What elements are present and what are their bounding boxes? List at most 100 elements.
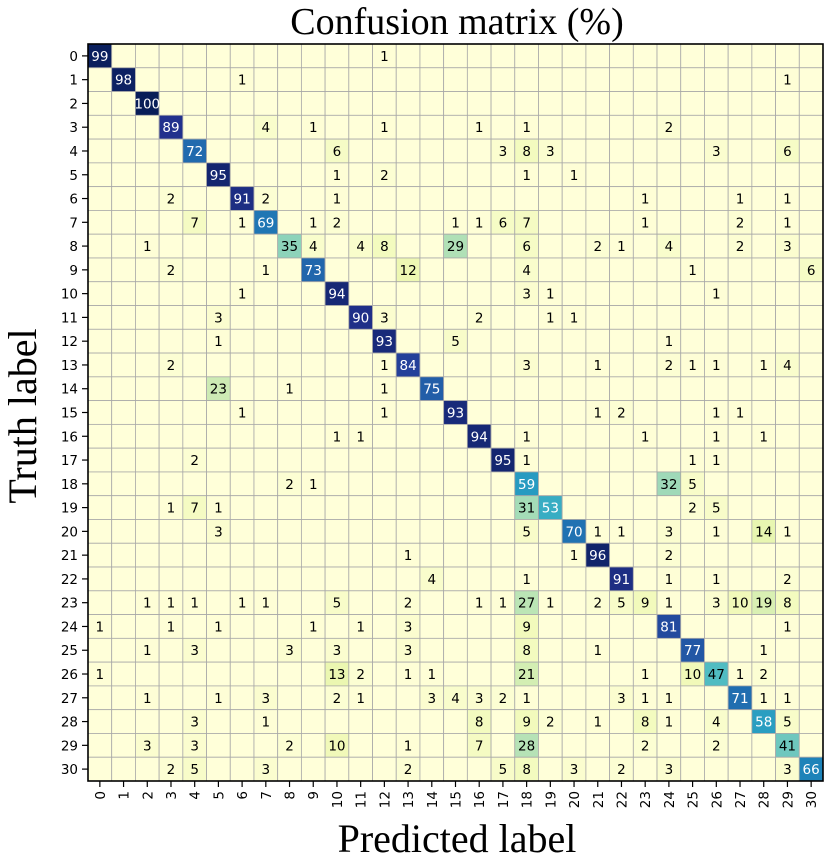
cell-value-label: 4 bbox=[309, 239, 318, 255]
heatmap-cell bbox=[443, 733, 468, 758]
cell-value-label: 1 bbox=[593, 643, 602, 659]
heatmap-cell bbox=[798, 352, 824, 378]
heatmap-cell bbox=[680, 542, 705, 568]
cell-value-label: 5 bbox=[451, 334, 460, 350]
heatmap-cell bbox=[798, 447, 824, 473]
heatmap-cell bbox=[277, 186, 302, 211]
cell-value-label: 2 bbox=[617, 762, 626, 778]
heatmap-cell bbox=[158, 376, 184, 402]
heatmap-cell bbox=[798, 162, 824, 188]
heatmap-cell bbox=[490, 91, 516, 116]
heatmap-cell bbox=[324, 328, 350, 354]
heatmap-cell bbox=[585, 495, 611, 520]
heatmap-cell bbox=[443, 91, 468, 116]
cell-value-label: 3 bbox=[333, 643, 342, 659]
heatmap-cell bbox=[419, 733, 445, 758]
heatmap-cell bbox=[300, 376, 326, 402]
cell-value-label: 3 bbox=[214, 310, 223, 326]
heatmap-cell bbox=[680, 376, 705, 402]
y-tick-label: 23 bbox=[61, 596, 78, 612]
heatmap-cell bbox=[490, 423, 516, 449]
cell-value-label: 2 bbox=[688, 501, 697, 517]
heatmap-cell bbox=[229, 114, 255, 140]
heatmap-cell bbox=[538, 566, 563, 592]
cell-value-label: 1 bbox=[356, 619, 365, 635]
heatmap-cell bbox=[751, 542, 776, 568]
heatmap-cell bbox=[609, 542, 634, 568]
heatmap-cell bbox=[538, 328, 563, 354]
cell-value-label: 1 bbox=[356, 429, 365, 445]
heatmap-cell bbox=[656, 257, 682, 283]
y-tick-label: 15 bbox=[61, 406, 78, 422]
heatmap-cell bbox=[206, 756, 231, 782]
heatmap-cell bbox=[158, 43, 184, 69]
cell-value-label: 2 bbox=[736, 239, 745, 255]
heatmap-cell bbox=[538, 756, 563, 782]
heatmap-cell bbox=[632, 376, 658, 402]
cell-value-label: 2 bbox=[617, 406, 626, 422]
heatmap-cell bbox=[490, 519, 516, 544]
heatmap-cell bbox=[751, 186, 776, 211]
x-tick-label: 3 bbox=[164, 791, 180, 800]
cell-value-label: 7 bbox=[190, 501, 199, 517]
x-tick-label: 17 bbox=[496, 791, 512, 808]
heatmap-cell bbox=[656, 495, 682, 520]
cell-value-label: 3 bbox=[546, 144, 555, 160]
heatmap-cell bbox=[538, 637, 563, 663]
x-tick-label: 27 bbox=[733, 791, 749, 808]
heatmap-cell bbox=[798, 400, 824, 425]
cell-value-label: 7 bbox=[190, 215, 199, 231]
heatmap-cell bbox=[419, 233, 445, 259]
heatmap-cell bbox=[206, 67, 231, 92]
heatmap-cell bbox=[300, 756, 326, 782]
heatmap-cell bbox=[324, 91, 350, 116]
cell-value-label: 3 bbox=[262, 691, 271, 707]
cell-value-label: 1 bbox=[688, 263, 697, 279]
heatmap-cell bbox=[585, 614, 611, 639]
heatmap-cell bbox=[135, 305, 160, 330]
heatmap-cell bbox=[135, 756, 160, 782]
heatmap-cell bbox=[419, 542, 445, 568]
heatmap-cell bbox=[490, 162, 516, 188]
heatmap-cell bbox=[609, 186, 634, 211]
cell-value-label: 71 bbox=[731, 691, 748, 707]
heatmap-cell bbox=[348, 67, 373, 92]
cell-value-label: 31 bbox=[518, 501, 535, 517]
heatmap-cell bbox=[680, 566, 705, 592]
heatmap-cell bbox=[158, 423, 184, 449]
heatmap-cell bbox=[348, 447, 373, 473]
x-tick-label: 13 bbox=[401, 791, 417, 808]
heatmap-cell bbox=[277, 685, 302, 711]
heatmap-cell bbox=[324, 43, 350, 69]
cell-value-label: 1 bbox=[404, 667, 413, 683]
heatmap-cell bbox=[229, 614, 255, 639]
heatmap-cell bbox=[514, 186, 539, 211]
cell-value-label: 1 bbox=[641, 429, 650, 445]
cell-value-label: 7 bbox=[475, 738, 484, 754]
cell-value-label: 1 bbox=[238, 215, 247, 231]
y-tick-label: 2 bbox=[69, 96, 78, 112]
heatmap-cell bbox=[751, 400, 776, 425]
heatmap-cell bbox=[751, 162, 776, 188]
cell-value-label: 2 bbox=[593, 596, 602, 612]
heatmap-cell bbox=[704, 114, 729, 140]
axis-ticks: 0123456789101112131415161718192021222324… bbox=[61, 43, 824, 808]
heatmap-cell bbox=[538, 91, 563, 116]
x-tick-label: 12 bbox=[377, 791, 393, 808]
cell-value-label: 95 bbox=[494, 453, 511, 469]
heatmap-cell bbox=[775, 400, 800, 425]
heatmap-cell bbox=[277, 590, 302, 615]
heatmap-cell bbox=[277, 67, 302, 92]
heatmap-cell bbox=[182, 614, 207, 639]
heatmap-cell bbox=[632, 495, 658, 520]
heatmap-cell bbox=[135, 114, 160, 140]
heatmap-cell bbox=[348, 733, 373, 758]
heatmap-cell bbox=[680, 67, 705, 92]
heatmap-cell bbox=[206, 542, 231, 568]
heatmap-cell bbox=[87, 305, 113, 330]
heatmap-cell bbox=[443, 376, 468, 402]
cell-value-label: 1 bbox=[380, 49, 389, 65]
heatmap-cell bbox=[538, 43, 563, 69]
cell-value-label: 3 bbox=[665, 524, 674, 540]
heatmap-cell bbox=[229, 471, 255, 497]
